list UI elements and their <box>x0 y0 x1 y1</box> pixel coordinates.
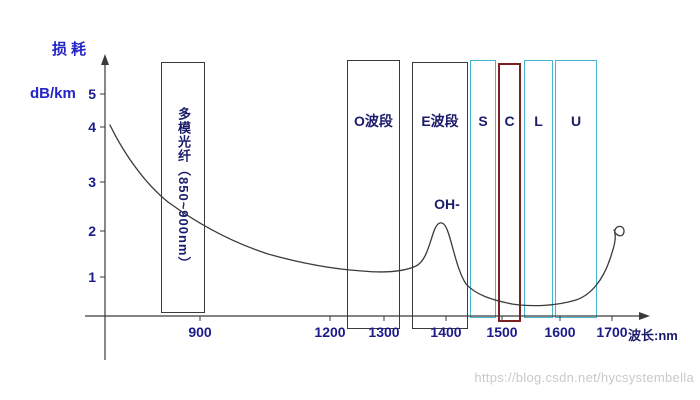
band-label-e-band: E波段 <box>421 113 459 129</box>
x-tick-label-1200: 1200 <box>314 324 346 340</box>
y-tick-label-1: 1 <box>88 269 96 285</box>
band-label-o-band: O波段 <box>354 113 393 129</box>
y-axis-unit: dB/km <box>30 85 76 102</box>
watermark-url: https://blog.csdn.net/hycsystembella <box>474 370 694 385</box>
x-tick-label-1700: 1700 <box>596 324 628 340</box>
band-label-c-band: C <box>504 113 515 129</box>
y-tick-marks <box>100 93 105 278</box>
x-axis-arrow-icon <box>639 312 650 320</box>
band-box-o-band <box>347 60 400 329</box>
band-box-l-band <box>524 60 553 318</box>
x-tick-label-1400: 1400 <box>430 324 462 340</box>
band-box-c-band <box>498 63 521 322</box>
y-tick-label-2: 2 <box>88 223 96 239</box>
band-label-multimode: 多模光纤（850~900nm） <box>176 107 191 271</box>
band-label-l-band: L <box>534 113 543 129</box>
x-tick-label-900: 900 <box>188 324 212 340</box>
y-tick-label-5: 5 <box>88 86 96 102</box>
y-tick-label-3: 3 <box>88 174 96 190</box>
x-tick-label-1300: 1300 <box>368 324 400 340</box>
x-axis-label: 波长:nm <box>628 328 678 343</box>
band-box-s-band <box>470 60 496 318</box>
band-label-s-band: S <box>478 113 488 129</box>
band-label-u-band: U <box>570 113 582 129</box>
x-tick-label-1600: 1600 <box>544 324 576 340</box>
y-tick-label-4: 4 <box>88 119 96 135</box>
y-axis-arrow-icon <box>101 54 109 65</box>
oh-peak-annotation: OH- <box>434 196 460 212</box>
y-axis-title: 损耗 <box>52 41 91 58</box>
x-tick-label-1500: 1500 <box>486 324 518 340</box>
band-box-u-band <box>555 60 597 318</box>
